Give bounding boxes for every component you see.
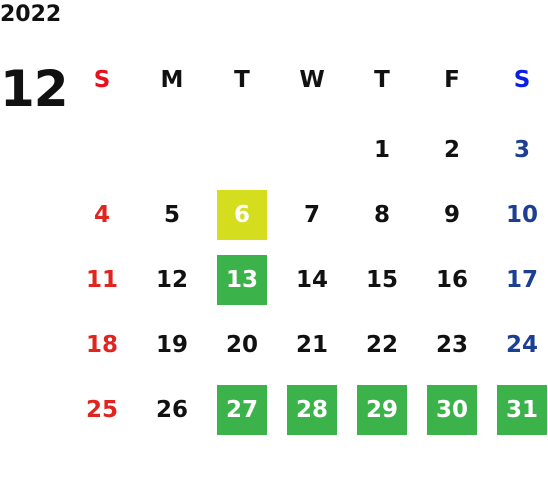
day-cell: 14 <box>295 267 328 293</box>
day-cell: 11 <box>85 267 118 293</box>
day-cell: 16 <box>435 267 468 293</box>
weekday-label: M <box>160 67 184 93</box>
weekday-label: T <box>234 67 250 93</box>
day-cell-highlighted: 31 <box>497 385 547 435</box>
day-cell: 20 <box>225 332 258 358</box>
day-cell: 5 <box>163 202 180 228</box>
day-cell: 26 <box>155 397 188 423</box>
day-cell-highlighted: 29 <box>357 385 407 435</box>
day-cell: 21 <box>295 332 328 358</box>
day-cell: 17 <box>505 267 538 293</box>
day-cell: 1 <box>373 137 390 163</box>
weekday-label: F <box>444 67 460 93</box>
weekday-label: S <box>93 67 111 93</box>
weekday-label: W <box>299 67 325 93</box>
day-cell: 22 <box>365 332 398 358</box>
day-cell: 10 <box>505 202 538 228</box>
day-cell: 8 <box>373 202 390 228</box>
day-cell: 15 <box>365 267 398 293</box>
day-cell-highlighted: 6 <box>217 190 267 240</box>
day-cell: 19 <box>155 332 188 358</box>
day-cell: 4 <box>93 202 110 228</box>
weekday-label: S <box>513 67 531 93</box>
day-cell: 25 <box>85 397 118 423</box>
day-cell: 24 <box>505 332 538 358</box>
day-cell: 3 <box>513 137 530 163</box>
month: 12 <box>0 60 69 118</box>
day-cell: 12 <box>155 267 188 293</box>
day-cell-highlighted: 28 <box>287 385 337 435</box>
day-cell: 7 <box>303 202 320 228</box>
day-cell: 18 <box>85 332 118 358</box>
day-cell: 23 <box>435 332 468 358</box>
weekday-label: T <box>374 67 390 93</box>
day-cell: 9 <box>443 202 460 228</box>
day-cell-highlighted: 30 <box>427 385 477 435</box>
day-cell-highlighted: 13 <box>217 255 267 305</box>
day-cell-highlighted: 27 <box>217 385 267 435</box>
day-cell: 2 <box>443 137 460 163</box>
year: 2022 <box>0 2 62 27</box>
